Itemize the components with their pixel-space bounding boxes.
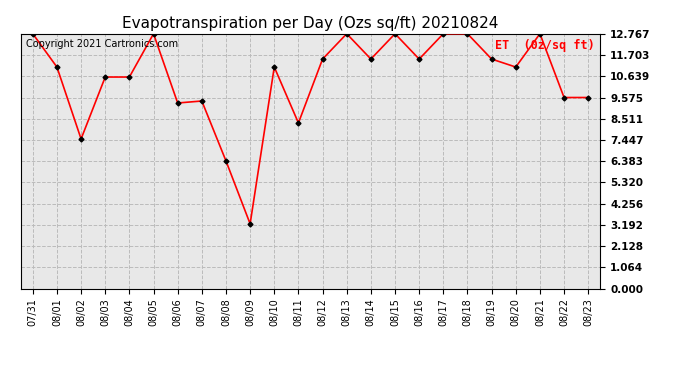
Title: Evapotranspiration per Day (Ozs sq/ft) 20210824: Evapotranspiration per Day (Ozs sq/ft) 2… — [122, 16, 499, 31]
Text: Copyright 2021 Cartronics.com: Copyright 2021 Cartronics.com — [26, 39, 179, 49]
Text: ET  (0z/sq ft): ET (0z/sq ft) — [495, 39, 595, 52]
